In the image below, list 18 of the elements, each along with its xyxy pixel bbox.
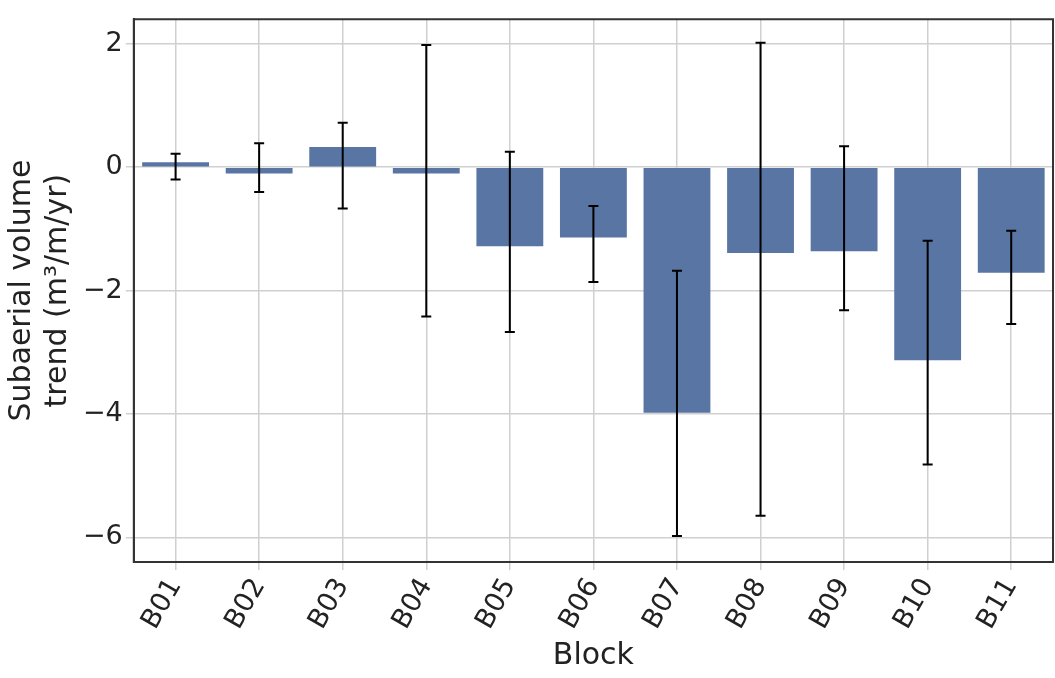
bar bbox=[894, 167, 962, 361]
bar bbox=[643, 167, 711, 413]
bar bbox=[142, 162, 210, 167]
bar bbox=[225, 167, 293, 174]
y-tick-label: 0 bbox=[105, 149, 123, 181]
bar bbox=[476, 167, 544, 247]
y-tick-label: −4 bbox=[82, 395, 123, 427]
y-tick-label: −6 bbox=[82, 519, 123, 551]
bar bbox=[309, 146, 377, 167]
x-axis-title: Block bbox=[552, 635, 635, 671]
bar bbox=[977, 167, 1045, 273]
y-tick-label: −2 bbox=[82, 272, 123, 304]
bar bbox=[810, 167, 878, 252]
bar bbox=[559, 167, 627, 238]
y-axis-title: Subaerial volume trend (m³/m/yr) bbox=[1, 159, 73, 422]
bar bbox=[727, 167, 794, 253]
bar bbox=[392, 167, 460, 174]
y-tick-label: 2 bbox=[105, 25, 123, 57]
